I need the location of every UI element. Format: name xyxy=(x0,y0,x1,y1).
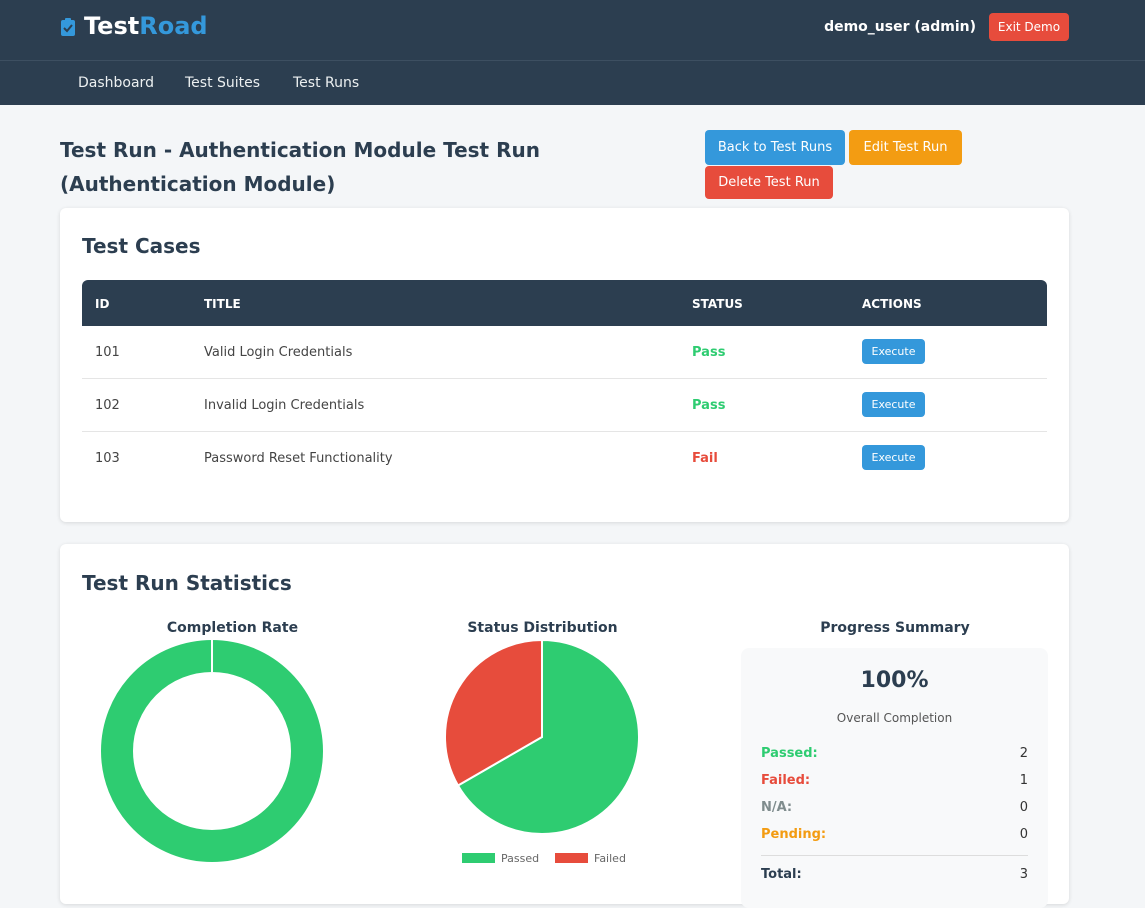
table-row: 103 Password Reset Functionality Fail Execu… xyxy=(82,432,1047,484)
case-id: 103 xyxy=(95,451,120,466)
chart-title: Status Distribution xyxy=(467,620,618,636)
summary-title: Progress Summary xyxy=(820,620,970,636)
delete-button[interactable]: Delete Test Run xyxy=(705,166,833,199)
case-title: Invalid Login Credentials xyxy=(204,398,365,413)
summary-label: Pending: xyxy=(761,827,827,842)
case-id: 101 xyxy=(95,345,120,360)
legend-swatch xyxy=(462,853,495,863)
exit-button[interactable]: Exit Demo xyxy=(989,13,1069,41)
execute-button[interactable]: Execute xyxy=(862,392,925,417)
summary-row: Passed: 2 xyxy=(761,746,1028,761)
column-header: TITLE xyxy=(204,297,241,311)
logo-text[interactable]: Test xyxy=(84,12,140,40)
execute-button[interactable]: Execute xyxy=(862,339,925,364)
case-title: Password Reset Functionality xyxy=(204,451,393,466)
case-id: 102 xyxy=(95,398,120,413)
logo-icon xyxy=(61,18,75,36)
case-status: Pass xyxy=(692,398,726,413)
case-status: Pass xyxy=(692,345,726,360)
summary-value: 2 xyxy=(1019,746,1028,761)
stats-card: Test Run Statistics Completion Rate Stat… xyxy=(60,544,1069,908)
doughnut-segment xyxy=(101,640,323,862)
summary-value: 0 xyxy=(1019,800,1028,815)
summary-value: 1 xyxy=(1019,773,1028,788)
summary-row: N/A: 0 xyxy=(761,800,1028,815)
summary-value: 0 xyxy=(1019,827,1028,842)
legend-swatch xyxy=(555,853,588,863)
summary-panel: 100% Overall Completion Passed: 2 Failed: 1… xyxy=(741,648,1048,908)
card-title: Test Cases xyxy=(82,234,201,258)
header: TestRoad demo_user (admin) Exit Demo xyxy=(0,0,1145,60)
edit-button[interactable]: Edit Test Run xyxy=(849,130,962,165)
summary-percent: 100% xyxy=(860,668,929,693)
summary-label: N/A: xyxy=(761,800,793,815)
legend-label: Passed xyxy=(501,852,539,865)
user: demo_user (admin) xyxy=(824,19,976,35)
summary-row: Failed: 1 xyxy=(761,773,1028,788)
logo[interactable]: TestRoad xyxy=(84,12,208,40)
column-header: STATUS xyxy=(692,297,743,311)
back-button[interactable]: Back to Test Runs xyxy=(705,130,845,165)
pie-slice xyxy=(456,638,640,835)
nav-link[interactable]: Test Suites xyxy=(185,75,261,91)
column-header: ACTIONS xyxy=(862,297,922,311)
chart-title: Completion Rate xyxy=(166,620,299,636)
charts: Passed Failed xyxy=(101,638,640,865)
execute-button[interactable]: Execute xyxy=(862,445,925,470)
table-row: 101 Valid Login Credentials Pass Execute xyxy=(82,326,1047,379)
case-title: Valid Login Credentials xyxy=(204,345,353,360)
divider xyxy=(761,855,1028,856)
column-header: ID xyxy=(95,297,110,311)
case-status: Fail xyxy=(692,451,718,466)
table-header: ID TITLE STATUS ACTIONS xyxy=(82,280,1047,326)
card-title: Test Run Statistics xyxy=(82,571,292,595)
nav: Dashboard Test Suites Test Runs xyxy=(0,60,1145,105)
nav-link[interactable]: Test Runs xyxy=(293,75,360,91)
pie-slice xyxy=(444,638,543,787)
logo-text[interactable]: Road xyxy=(139,12,208,40)
cases-card: Test Cases ID TITLE STATUS ACTIONS 101 Va… xyxy=(60,208,1069,522)
table-row: 102 Invalid Login Credentials Pass Execute xyxy=(82,379,1047,432)
summary-label: Passed: xyxy=(761,746,818,761)
page-title: Test Run - Authentication Module Test Ru… xyxy=(60,138,540,196)
nav-link[interactable]: Dashboard xyxy=(78,75,154,91)
legend-label: Failed xyxy=(594,852,626,865)
summary-caption: Overall Completion xyxy=(836,711,953,725)
summary-label: Failed: xyxy=(761,773,811,788)
summary-row: Pending: 0 xyxy=(761,827,1028,842)
